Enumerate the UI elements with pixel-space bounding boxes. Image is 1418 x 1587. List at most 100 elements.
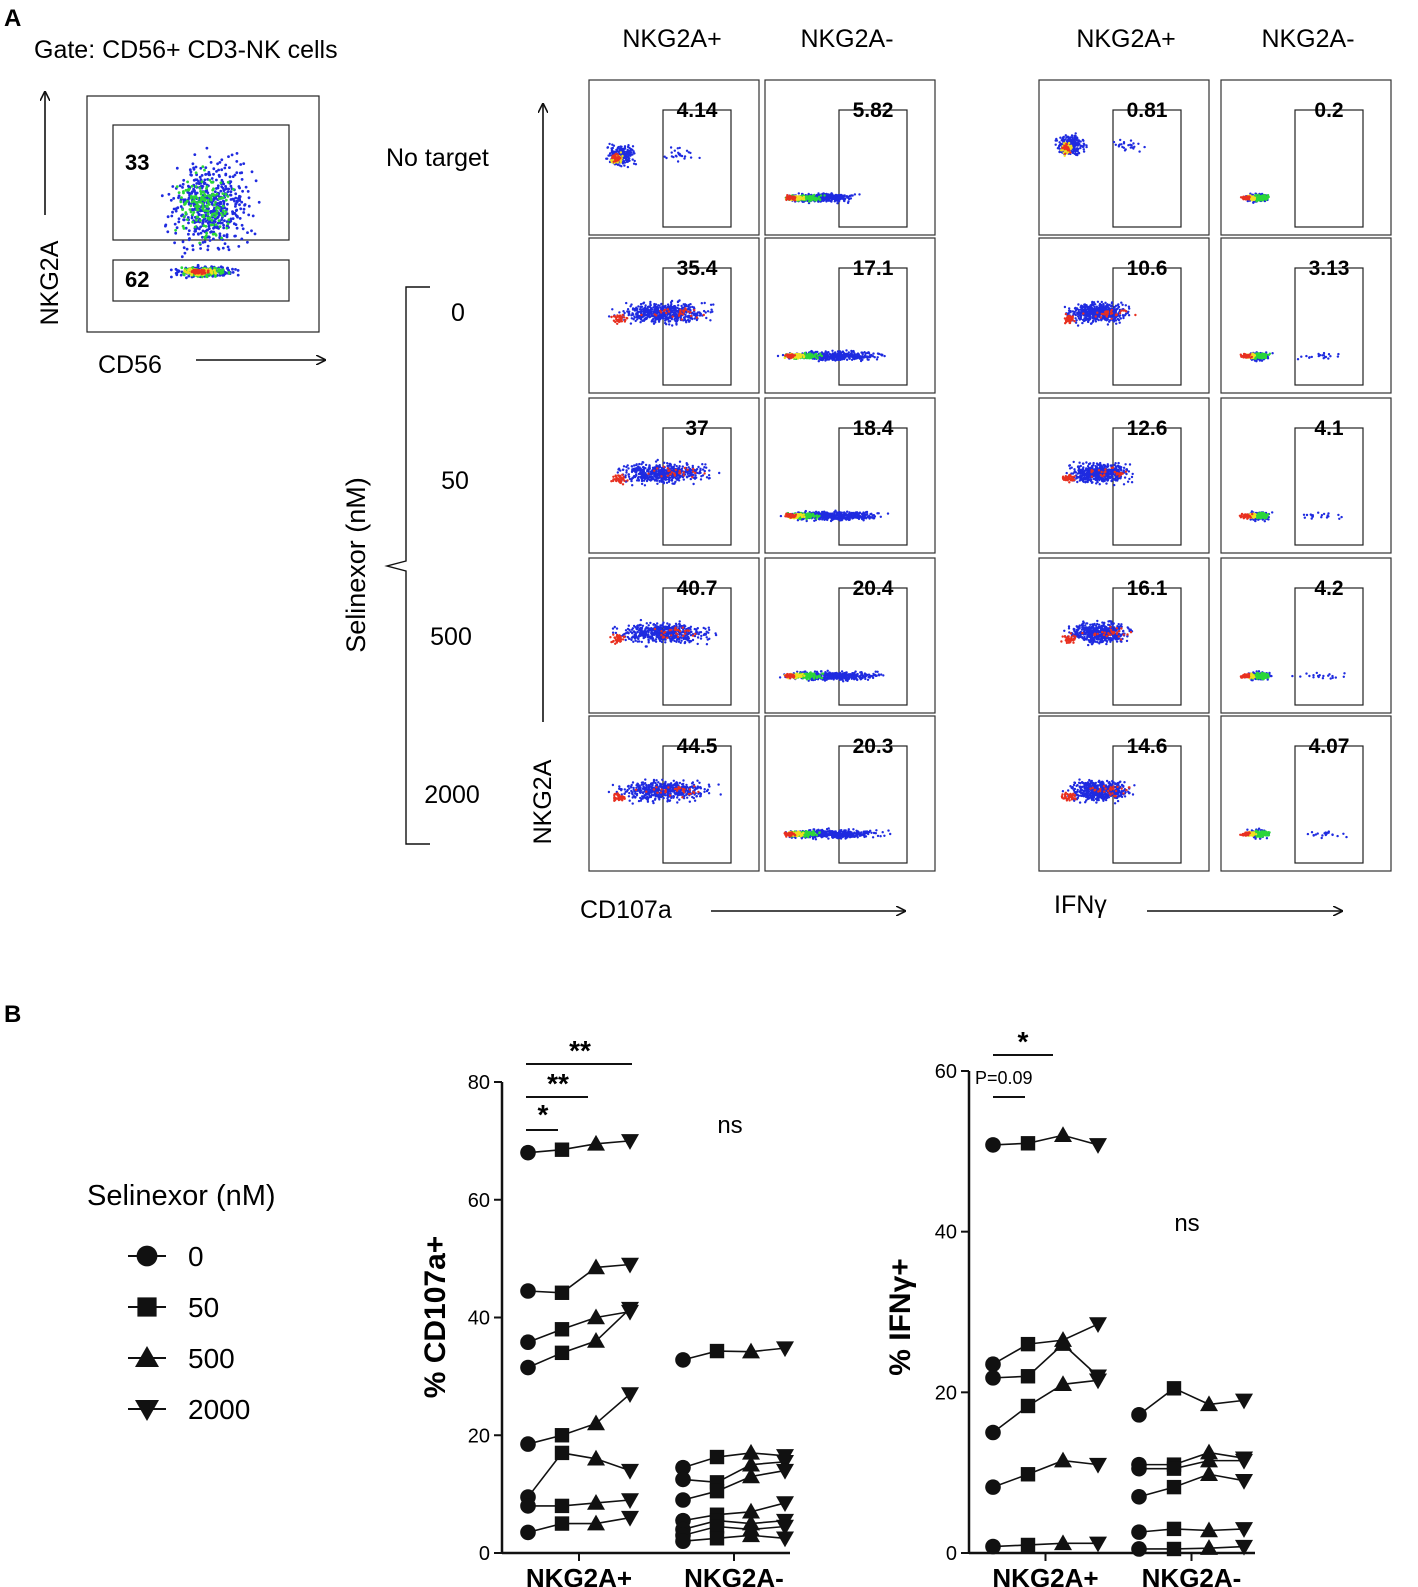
flow-dot xyxy=(1108,320,1111,323)
flow-dot xyxy=(186,216,190,219)
flow-dot xyxy=(1134,313,1137,317)
flow-dot xyxy=(1074,140,1077,143)
flow-dot xyxy=(623,145,627,148)
flow-dot xyxy=(220,196,224,200)
flow-dot xyxy=(192,233,196,236)
flow-dot xyxy=(1054,143,1057,146)
flow-dot xyxy=(219,221,223,225)
flow-dot xyxy=(217,267,221,271)
flow-dot xyxy=(628,310,631,313)
flow-dot xyxy=(836,202,839,205)
flow-dot xyxy=(781,353,785,357)
flow-dot xyxy=(189,196,193,200)
flow-dot xyxy=(1113,305,1116,309)
flow-dot xyxy=(234,202,238,206)
flow-dot xyxy=(703,301,706,305)
flow-dot xyxy=(208,155,212,159)
flow-dot xyxy=(199,200,202,204)
flow-dot xyxy=(200,190,203,194)
flow-dot xyxy=(1077,303,1080,306)
flow-dot xyxy=(1073,137,1076,140)
flow-dot xyxy=(1087,320,1090,324)
flow-dot xyxy=(832,197,836,200)
flow-dot xyxy=(231,175,235,179)
flow-dot xyxy=(212,172,215,176)
flow-dot xyxy=(174,271,178,275)
flow-dot xyxy=(215,216,219,220)
flow-dot xyxy=(802,356,806,359)
gate-plot-frame xyxy=(86,95,320,333)
flow-dot xyxy=(201,235,204,239)
flow-dot xyxy=(1127,310,1130,313)
flow-dot xyxy=(654,303,657,306)
flow-dot xyxy=(175,166,179,170)
flow-dot xyxy=(194,171,198,175)
flow-dot xyxy=(227,248,231,252)
flow-dot xyxy=(236,273,240,277)
flow-dot xyxy=(213,212,217,215)
flow-dot xyxy=(215,178,218,182)
flow-dot xyxy=(167,192,171,196)
flow-dot xyxy=(659,309,662,313)
flow-dot xyxy=(231,267,234,271)
flow-dot xyxy=(845,349,848,352)
flow-dot xyxy=(674,319,677,323)
flow-dot xyxy=(216,205,219,209)
flow-dot xyxy=(209,161,213,164)
col-header-1: NKG2A+ xyxy=(622,25,721,53)
flow-dot xyxy=(200,184,203,188)
flow-dot xyxy=(1081,321,1084,325)
flow-dot xyxy=(257,200,261,204)
flow-dot xyxy=(670,151,673,154)
flow-dot xyxy=(1085,304,1088,307)
flow-dot xyxy=(820,357,823,360)
flow-dot xyxy=(631,308,635,311)
facs-dots xyxy=(784,192,861,205)
flow-dot xyxy=(200,174,204,177)
flow-dot xyxy=(1077,151,1081,155)
flow-dot xyxy=(221,246,225,250)
flow-dot xyxy=(837,194,840,197)
flow-dot xyxy=(182,178,186,182)
flow-dot xyxy=(1114,310,1118,314)
flow-dot xyxy=(203,198,207,201)
flow-dot xyxy=(623,164,626,167)
flow-dot xyxy=(177,269,181,273)
flow-dot xyxy=(689,314,693,318)
flow-dot xyxy=(223,212,227,216)
flow-dot xyxy=(227,218,231,222)
flow-dot xyxy=(186,188,190,192)
flow-dot xyxy=(216,184,220,188)
flow-dot xyxy=(621,154,624,158)
flow-dot xyxy=(1074,132,1077,135)
flow-dot xyxy=(177,191,181,195)
flow-dot xyxy=(1115,313,1119,316)
flow-dot xyxy=(868,356,872,359)
flow-dot xyxy=(679,310,682,313)
flow-dot xyxy=(190,190,194,194)
flow-dot xyxy=(217,197,221,201)
flow-dot xyxy=(1073,307,1077,310)
flow-dot xyxy=(608,152,612,155)
flow-dot xyxy=(1089,304,1092,307)
flow-dot xyxy=(830,353,833,356)
flow-dot xyxy=(229,190,233,194)
flow-dot xyxy=(220,158,224,162)
col-header-4: NKG2A- xyxy=(1261,25,1354,53)
flow-dot xyxy=(629,305,632,308)
flow-dot xyxy=(209,198,213,202)
flow-dot xyxy=(1085,310,1088,313)
flow-dot xyxy=(189,170,193,174)
selinexor-bracket xyxy=(384,286,430,845)
flow-dot xyxy=(824,354,828,357)
flow-dot xyxy=(847,356,850,359)
flow-dot xyxy=(671,324,674,327)
flow-dot xyxy=(842,195,846,198)
flow-dot xyxy=(180,196,183,200)
flow-dot xyxy=(253,232,257,236)
flow-dot xyxy=(215,170,218,173)
flow-dot xyxy=(169,198,173,202)
flow-dot xyxy=(184,188,188,192)
flow-dot xyxy=(202,224,206,228)
facs-cell-frame xyxy=(1038,79,1210,236)
